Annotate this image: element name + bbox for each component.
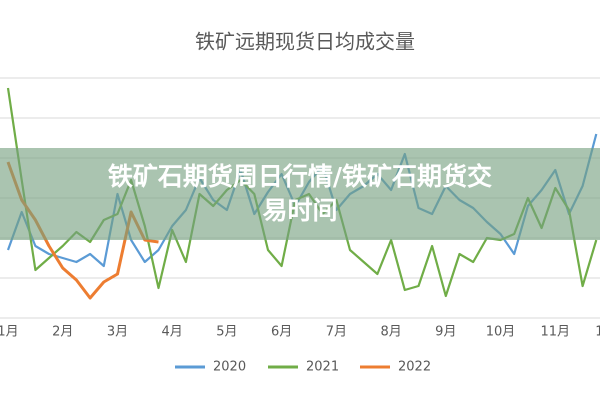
x-tick-label: 12月 [595,325,600,340]
banner-text: 铁矿石期货周日行情/铁矿石期货交易时间 [107,162,493,225]
chart-title: 铁矿远期现货日均成交量 [195,30,415,54]
x-tick-label: 8月 [380,325,401,340]
banner: 铁矿石期货周日行情/铁矿石期货交易时间 [0,148,600,240]
x-tick-label: 1月 [0,325,19,340]
x-tick-label: 2月 [52,325,73,340]
x-tick-label: 4月 [162,325,183,340]
x-tick-label: 11月 [540,325,570,340]
x-tick-label: 7月 [326,325,347,340]
legend-label: 2022 [398,360,431,375]
x-tick-label: 10月 [486,325,516,340]
x-tick-label: 9月 [435,325,456,340]
legend-label: 2020 [213,360,246,375]
legend-label: 2021 [306,360,339,375]
x-tick-label: 6月 [271,325,292,340]
x-tick-label: 5月 [216,325,237,340]
x-tick-label: 3月 [107,325,128,340]
